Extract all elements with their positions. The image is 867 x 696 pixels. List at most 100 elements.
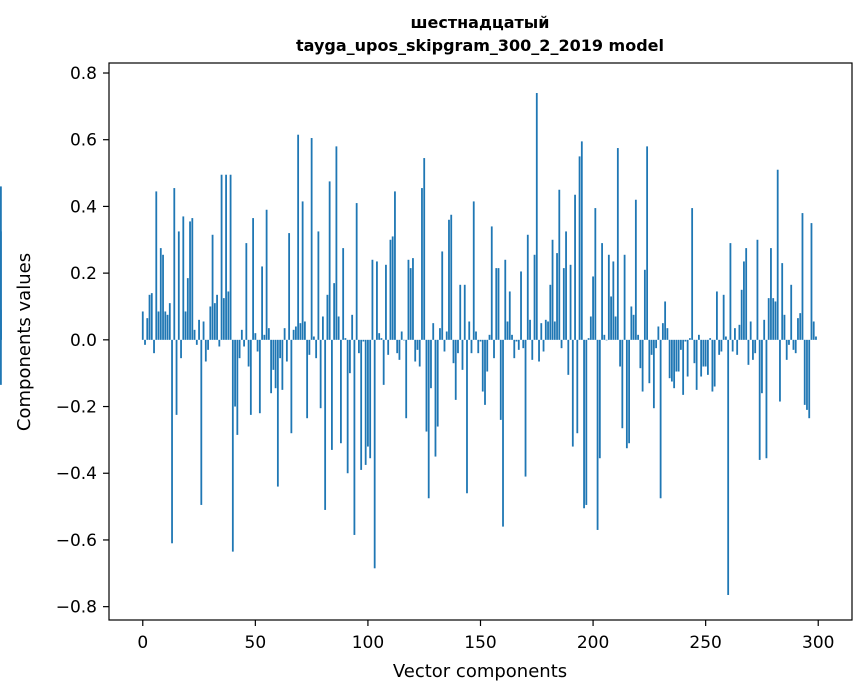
bar bbox=[254, 333, 257, 340]
bar bbox=[209, 306, 212, 340]
bar bbox=[488, 334, 491, 340]
bar bbox=[551, 239, 554, 340]
y-tick-label: −0.2 bbox=[56, 398, 97, 418]
bar bbox=[265, 209, 268, 340]
bar bbox=[650, 339, 653, 355]
bar bbox=[445, 331, 448, 340]
bar bbox=[198, 319, 200, 340]
bar bbox=[148, 294, 151, 340]
bar bbox=[659, 339, 662, 499]
bar bbox=[761, 339, 763, 394]
y-tick-label: −0.8 bbox=[56, 598, 97, 618]
bar bbox=[740, 289, 743, 340]
bar bbox=[267, 328, 270, 340]
bar bbox=[213, 303, 216, 340]
bar bbox=[245, 243, 248, 340]
bar bbox=[337, 316, 340, 340]
bar bbox=[373, 339, 376, 569]
bar bbox=[220, 174, 223, 340]
bar bbox=[225, 174, 227, 340]
bar bbox=[711, 339, 714, 392]
bar bbox=[234, 339, 236, 407]
bar bbox=[743, 261, 745, 340]
bar bbox=[666, 328, 669, 340]
bar bbox=[421, 188, 423, 340]
bar bbox=[177, 231, 180, 340]
bar bbox=[328, 181, 331, 340]
bar bbox=[799, 313, 802, 340]
bar bbox=[614, 316, 617, 340]
bar bbox=[371, 259, 374, 340]
bar bbox=[0, 339, 2, 385]
bar bbox=[333, 283, 336, 340]
bar bbox=[709, 338, 712, 340]
bar bbox=[495, 268, 498, 340]
bar bbox=[150, 293, 153, 340]
bar bbox=[461, 339, 464, 370]
bar bbox=[738, 324, 741, 340]
bar bbox=[725, 336, 727, 340]
bar bbox=[612, 261, 615, 340]
bar bbox=[382, 339, 385, 385]
bar bbox=[432, 323, 435, 340]
bar bbox=[583, 339, 585, 509]
bar bbox=[810, 223, 813, 340]
bar bbox=[619, 339, 621, 367]
bar bbox=[243, 339, 245, 347]
bar bbox=[252, 218, 254, 340]
bar bbox=[803, 339, 806, 405]
bar bbox=[380, 338, 383, 340]
bar bbox=[763, 319, 766, 340]
bar bbox=[688, 338, 691, 340]
bar bbox=[693, 339, 696, 364]
bar bbox=[553, 321, 556, 340]
bar bbox=[407, 259, 410, 340]
bar bbox=[153, 339, 155, 354]
bar bbox=[353, 339, 356, 535]
bar bbox=[497, 268, 500, 340]
bar bbox=[754, 339, 757, 354]
bar bbox=[661, 323, 664, 340]
bar bbox=[448, 219, 450, 340]
bar bbox=[157, 311, 160, 340]
bar bbox=[290, 339, 293, 434]
bar bbox=[285, 339, 288, 362]
bar bbox=[175, 339, 178, 415]
bar bbox=[297, 134, 300, 340]
bar bbox=[141, 311, 144, 340]
bar bbox=[360, 339, 363, 470]
bar bbox=[779, 339, 781, 402]
bar bbox=[191, 218, 194, 340]
bar bbox=[303, 321, 306, 340]
bar bbox=[416, 339, 419, 350]
bar bbox=[331, 339, 333, 450]
bar bbox=[299, 323, 302, 340]
bar bbox=[808, 339, 811, 419]
bar bbox=[425, 339, 428, 432]
bar bbox=[508, 291, 511, 340]
bar bbox=[702, 339, 705, 367]
bar bbox=[675, 339, 678, 372]
bar bbox=[574, 194, 576, 340]
bar bbox=[677, 339, 680, 372]
bar bbox=[195, 339, 198, 345]
bar bbox=[499, 339, 502, 420]
bar bbox=[222, 298, 225, 340]
bar bbox=[765, 339, 768, 459]
bar bbox=[396, 339, 399, 354]
y-tick-label: 0.4 bbox=[70, 197, 97, 217]
bar bbox=[684, 339, 687, 342]
bar bbox=[524, 339, 527, 477]
bar bbox=[749, 321, 752, 340]
bar bbox=[560, 339, 563, 349]
bar bbox=[326, 294, 329, 340]
bar bbox=[538, 339, 540, 362]
bar bbox=[376, 261, 378, 340]
bar bbox=[657, 326, 660, 340]
bar bbox=[788, 339, 790, 345]
bar bbox=[227, 291, 230, 340]
bar bbox=[668, 339, 671, 379]
bar bbox=[155, 191, 158, 340]
bar bbox=[621, 339, 624, 429]
bar bbox=[403, 339, 405, 341]
